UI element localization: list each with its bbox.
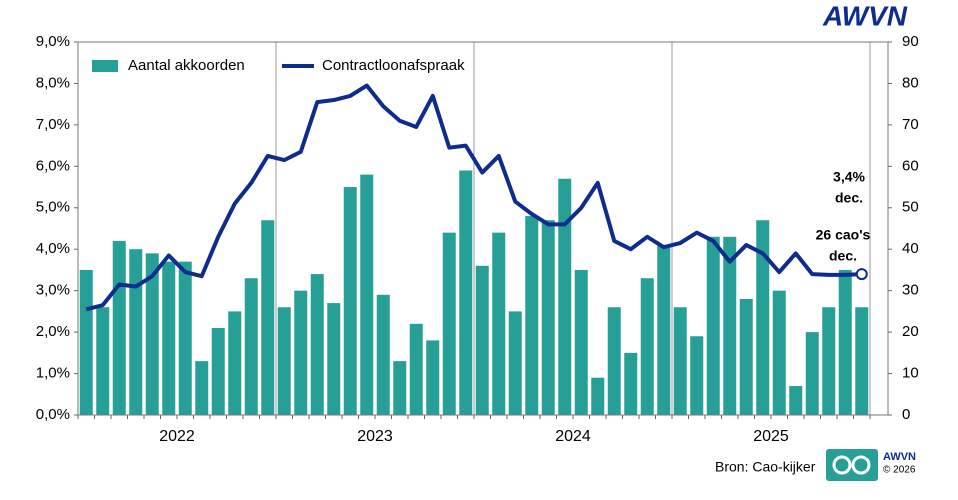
- bar: [822, 307, 836, 415]
- y-tick-label: 0,0%: [36, 406, 70, 423]
- bar: [195, 361, 209, 415]
- end-marker: [855, 268, 868, 281]
- bar: [277, 307, 291, 415]
- y2-tick-label: 70: [902, 116, 919, 133]
- bar: [739, 298, 753, 415]
- bar: [624, 352, 638, 415]
- bar: [327, 303, 341, 415]
- y-tick-label: 4,0%: [36, 240, 70, 257]
- y-tick-label: 7,0%: [36, 116, 70, 133]
- bar: [508, 311, 522, 415]
- bar: [96, 307, 110, 415]
- footer-logo-name: AWVN: [883, 451, 916, 463]
- bar: [343, 187, 357, 415]
- source: Bron: Cao-kijker: [715, 459, 816, 475]
- y2-tick-label: 80: [902, 74, 919, 91]
- bar: [772, 290, 786, 415]
- x-tick-label: 2022: [159, 428, 195, 445]
- bar: [294, 290, 308, 415]
- bar: [789, 385, 803, 415]
- y-tick-label: 8,0%: [36, 74, 70, 91]
- bar: [393, 361, 407, 415]
- bar: [591, 377, 605, 415]
- legend-label: Contractloonafspraak: [322, 57, 465, 74]
- annotation: 26 cao's: [816, 227, 871, 243]
- y2-tick-label: 60: [902, 157, 919, 174]
- x-tick-label: 2023: [357, 428, 393, 445]
- bar: [640, 278, 654, 415]
- bar: [706, 236, 720, 415]
- y-tick-label: 2,0%: [36, 323, 70, 340]
- bar: [426, 340, 440, 415]
- bar: [310, 274, 324, 415]
- y2-tick-label: 30: [902, 282, 919, 299]
- bar: [79, 269, 93, 415]
- footer-logo: AWVN © 2026: [826, 449, 916, 481]
- bar: [541, 220, 555, 415]
- bar: [558, 178, 572, 415]
- y-tick-label: 9,0%: [36, 33, 70, 50]
- annotation: dec.: [835, 190, 863, 206]
- plot-frame: [77, 41, 889, 416]
- bar: [855, 307, 869, 415]
- legend-label: Aantal akkoorden: [128, 57, 245, 74]
- logo: AWVN: [822, 0, 908, 31]
- bar: [838, 269, 852, 415]
- y2-tick-label: 90: [902, 33, 919, 50]
- bar: [525, 216, 539, 415]
- bar: [261, 220, 275, 415]
- footer-copyright: © 2026: [883, 465, 916, 476]
- bar: [723, 236, 737, 415]
- y-tick-label: 6,0%: [36, 157, 70, 174]
- y-tick-label: 5,0%: [36, 199, 70, 216]
- y2-tick-label: 50: [902, 199, 919, 216]
- bar: [442, 232, 456, 415]
- bar: [574, 269, 588, 415]
- bar: [459, 170, 473, 415]
- bar: [607, 307, 621, 415]
- bar: [228, 311, 242, 415]
- x-tick-label: 2024: [555, 428, 591, 445]
- bar: [673, 307, 687, 415]
- y-tick-label: 1,0%: [36, 365, 70, 382]
- annotation: dec.: [829, 248, 857, 264]
- bar: [244, 278, 258, 415]
- bar: [211, 327, 225, 415]
- bar: [805, 332, 819, 415]
- x-tick-label: 2025: [753, 428, 789, 445]
- bar: [162, 261, 176, 415]
- bar: [112, 240, 126, 415]
- bar: [145, 253, 159, 415]
- annotation: 3,4%: [833, 169, 865, 185]
- bar: [129, 249, 143, 415]
- y2-tick-label: 0: [902, 406, 910, 423]
- y2-tick-label: 20: [902, 323, 919, 340]
- legend-swatch: [92, 60, 118, 72]
- line: [85, 83, 862, 312]
- bar: [657, 245, 671, 415]
- y2-tick-label: 40: [902, 240, 919, 257]
- bar: [475, 265, 489, 415]
- logo-ring: [851, 455, 871, 475]
- bar: [376, 294, 390, 415]
- bar: [178, 261, 192, 415]
- bar: [756, 220, 770, 415]
- bar: [492, 232, 506, 415]
- logo-ring: [832, 455, 852, 475]
- y-tick-label: 3,0%: [36, 282, 70, 299]
- bar: [360, 174, 374, 415]
- y2-tick-label: 10: [902, 365, 919, 382]
- bar: [409, 323, 423, 415]
- bar: [690, 336, 704, 415]
